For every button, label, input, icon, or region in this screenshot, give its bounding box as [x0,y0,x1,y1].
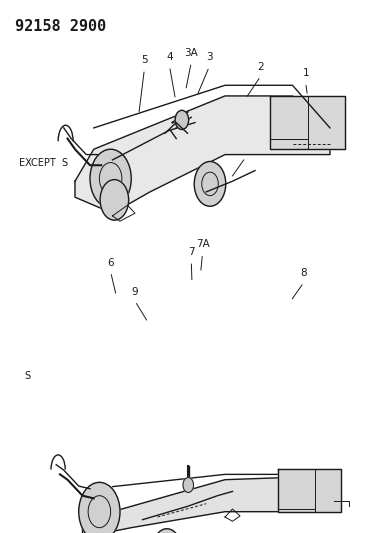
Circle shape [90,149,131,208]
Text: 8: 8 [300,268,307,278]
Circle shape [79,482,120,533]
Text: 6: 6 [107,257,114,268]
Circle shape [194,161,226,206]
Text: EXCEPT  S: EXCEPT S [19,158,68,167]
Circle shape [175,110,189,130]
Text: 2: 2 [257,62,264,72]
Polygon shape [270,96,345,149]
Text: 3: 3 [206,52,213,62]
Circle shape [183,478,194,492]
Text: S: S [24,371,30,381]
Polygon shape [278,469,341,512]
Text: 5: 5 [141,55,148,65]
Text: 1: 1 [302,68,309,78]
Circle shape [100,180,129,220]
Polygon shape [75,96,330,213]
Text: 4: 4 [166,52,173,62]
Text: 7: 7 [188,247,195,257]
Text: 7A: 7A [196,239,209,249]
Text: 3A: 3A [184,48,198,58]
Text: 9: 9 [132,287,138,297]
Circle shape [153,529,181,533]
Polygon shape [82,477,338,533]
Text: 92158 2900: 92158 2900 [15,19,106,34]
